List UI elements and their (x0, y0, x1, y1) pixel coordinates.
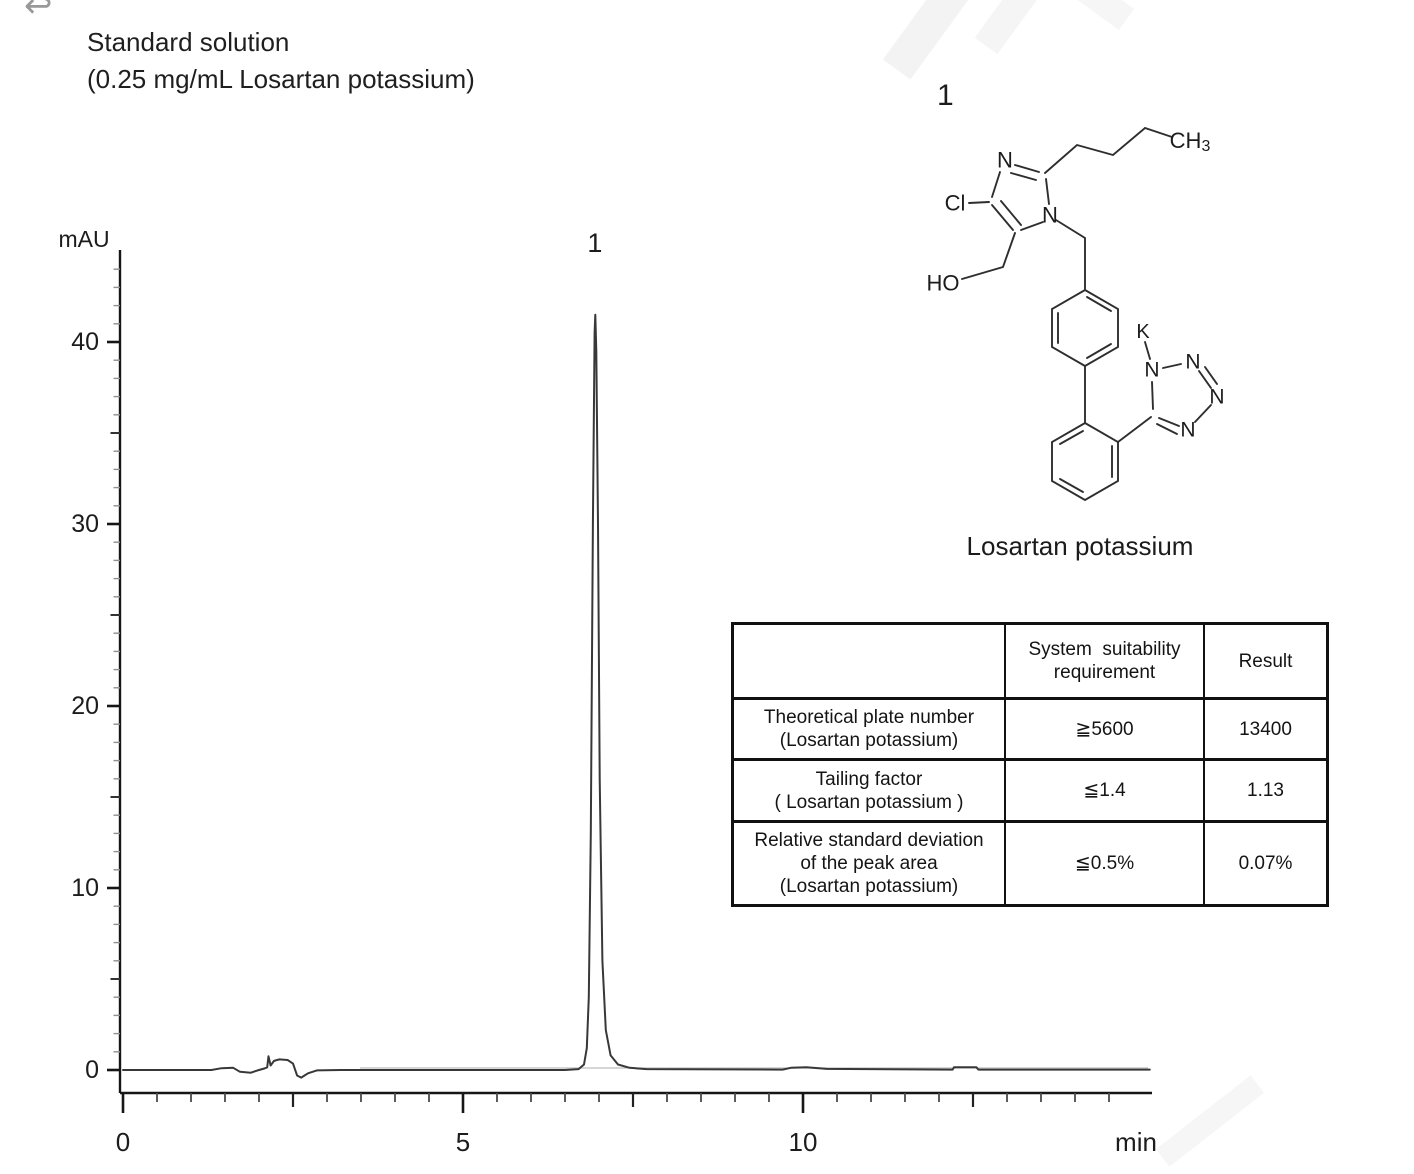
x-tick-label: 10 (789, 1127, 818, 1157)
y-tick-label: 40 (71, 328, 99, 356)
tetrazole-n3-label: N (1209, 386, 1224, 409)
cell-requirement: ≦0.5% (1004, 820, 1205, 907)
table-row: Theoretical plate number (Losartan potas… (731, 697, 1329, 761)
table-header-row: System suitability requirement Result (731, 622, 1329, 700)
table-row: Tailing factor ( Losartan potassium ) ≦1… (731, 758, 1329, 823)
y-tick-label: 30 (71, 510, 99, 538)
return-arrow-icon: ↩ (24, 0, 53, 25)
cell-parameter: Tailing factor ( Losartan potassium ) (731, 758, 1006, 823)
cell-requirement: ≦1.4 (1004, 758, 1205, 823)
system-suitability-table: System suitability requirement Result Th… (731, 622, 1329, 907)
cell-parameter: Theoretical plate number (Losartan potas… (731, 697, 1006, 761)
table-row: Relative standard deviation of the peak … (731, 820, 1329, 907)
chromatogram-trace (122, 313, 1151, 1079)
structure-caption: Losartan potassium (966, 531, 1194, 561)
peak-number-label: 1 (587, 228, 602, 258)
system-suitability-table-grid: System suitability requirement Result Th… (731, 622, 1329, 907)
header-cell-result: Result (1203, 622, 1329, 700)
x-tick-label: 0 (116, 1127, 130, 1157)
chloro-label: Cl (945, 191, 966, 216)
chart-title-line2: (0.25 mg/mL Losartan potassium) (87, 64, 475, 94)
x-axis-unit-label: min (1115, 1127, 1157, 1157)
y-axis-unit-label: mAU (58, 226, 109, 252)
structure-bonds (961, 126, 1218, 502)
potassium-label: K (1136, 321, 1150, 343)
cell-result: 0.07% (1203, 820, 1329, 907)
y-tick-label: 20 (71, 692, 99, 720)
chart-title: Standard solution (0.25 mg/mL Losartan p… (87, 24, 475, 98)
cell-parameter: Relative standard deviation of the peak … (731, 820, 1006, 907)
y-tick-label: 10 (71, 874, 99, 902)
cell-result: 13400 (1203, 697, 1329, 761)
tetrazole-n2-label: N (1185, 351, 1200, 374)
y-tick-label: 0 (85, 1056, 99, 1084)
tetrazole-n4-label: N (1180, 419, 1195, 442)
methyl-label: CH3 (1170, 128, 1211, 155)
structure-peak-number: 1 (937, 79, 954, 112)
cell-requirement: ≧5600 (1004, 697, 1205, 761)
losartan-structure-drawing: 1 (927, 79, 1225, 502)
imidazole-n3-label: N (997, 148, 1013, 173)
header-cell-empty (731, 622, 1006, 700)
imidazole-n1-label: N (1042, 203, 1058, 228)
hydroxyl-label: HO (927, 271, 960, 296)
cell-result: 1.13 (1203, 758, 1329, 823)
x-tick-label: 5 (456, 1127, 470, 1157)
chart-title-line1: Standard solution (87, 27, 290, 57)
header-cell-requirement: System suitability requirement (1004, 622, 1205, 700)
tetrazole-n1-label: N (1144, 359, 1159, 382)
